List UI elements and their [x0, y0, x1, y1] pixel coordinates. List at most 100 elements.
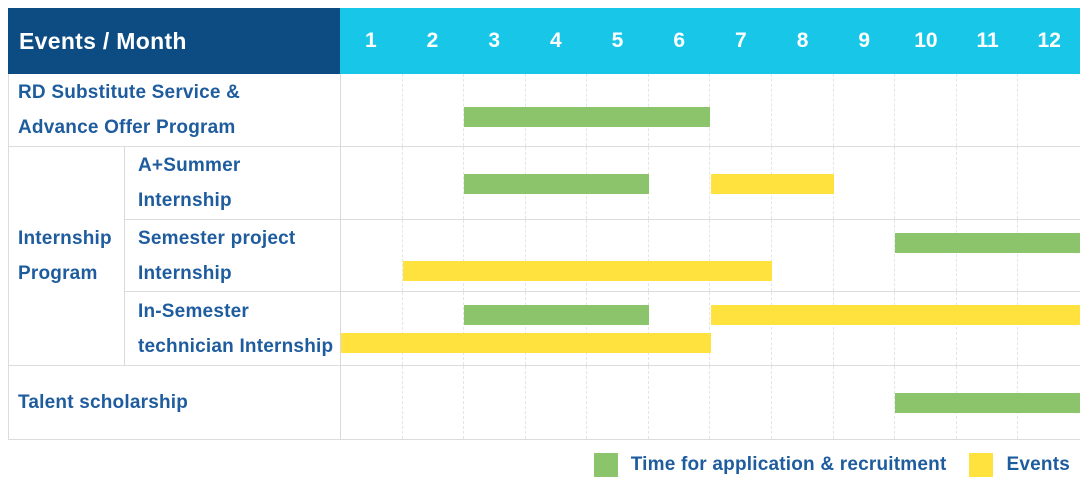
month-gridline [341, 74, 403, 146]
month-header: 1 2 3 4 5 6 7 8 9 10 11 12 [340, 8, 1080, 74]
events-month-header-cell: Events / Month [8, 8, 340, 74]
month-gridline [649, 292, 711, 365]
legend-item-recruitment: Time for application & recruitment [593, 453, 947, 477]
month-label: 5 [611, 29, 624, 52]
row-label-semester-project-internship: Semester project Internship [125, 220, 340, 292]
month-gridline [403, 366, 465, 439]
month-label: 7 [735, 29, 747, 52]
month-gridline [834, 292, 896, 365]
table-row-a-summer-internship: A+Summer Internship [125, 147, 1080, 220]
month-gridline [526, 292, 588, 365]
row-label-line: In-Semester [138, 300, 249, 322]
month-gridline [464, 366, 526, 439]
month-gridline [895, 74, 957, 146]
table-row-semester-project-internship: Semester project Internship [125, 219, 1080, 293]
green-square-icon [593, 453, 618, 477]
month-gridline [341, 292, 403, 365]
month-gridline [711, 219, 773, 292]
month-gridline [957, 74, 1019, 146]
month-label: 10 [914, 29, 938, 52]
month-gridline [895, 219, 957, 292]
month-gridline [403, 219, 465, 292]
group-subrows: A+Summer Internship Semester project Int… [125, 147, 1080, 365]
month-gridline [834, 74, 896, 146]
row-label-in-semester-technician-internship: In-Semester technician Internship [125, 292, 340, 365]
row-label-line: Advance Offer Program [18, 117, 236, 138]
month-label: 4 [550, 29, 562, 52]
month-gridline [649, 147, 711, 219]
month-gridline [587, 366, 649, 439]
event-bar [341, 333, 711, 354]
row-label-line: Talent scholarship [18, 392, 189, 413]
month-gridline [1018, 74, 1080, 146]
event-bar [710, 305, 1080, 326]
table-title: Events / Month [19, 27, 187, 54]
legend-label-recruitment: Time for application & recruitment [630, 454, 947, 475]
row-label-line: Internship [138, 189, 232, 211]
month-gridline [834, 147, 896, 219]
timeline-cell-in-semester-technician-internship [340, 292, 1080, 365]
month-label: 1 [364, 29, 377, 52]
month-gridline [772, 292, 834, 365]
month-label: 2 [426, 29, 439, 52]
month-gridline [403, 74, 465, 146]
month-gridline [649, 366, 711, 439]
group-label-line: Internship [18, 228, 112, 249]
month-gridline [834, 366, 896, 439]
legend-label-events: Events [1006, 454, 1070, 475]
row-label-a-summer-internship: A+Summer Internship [125, 147, 340, 219]
month-gridline [341, 147, 403, 219]
month-label: 8 [796, 29, 809, 52]
month-label: 3 [488, 29, 501, 52]
month-gridline [834, 219, 896, 292]
month-gridline [895, 147, 957, 219]
month-gridline [772, 74, 834, 146]
month-gridline [526, 219, 588, 292]
timeline-cell-rd-substitute [340, 74, 1080, 146]
month-gridline [403, 147, 465, 219]
month-gridline [1018, 292, 1080, 365]
group-label-line: Program [18, 263, 98, 284]
group-label-internship-program: Internship Program [9, 147, 125, 365]
event-bar [710, 174, 834, 194]
month-gridline [957, 147, 1019, 219]
timeline-cell-talent-scholarship [340, 366, 1080, 439]
timeline-cell-semester-project-internship [340, 219, 1080, 292]
table-header-row: Events / Month 1 2 3 4 5 6 7 8 9 10 11 12 [8, 8, 1080, 74]
table-row-in-semester-technician-internship: In-Semester technician Internship [125, 292, 1080, 365]
table-body: RD Substitute Service & Advance Offer Pr… [8, 74, 1080, 440]
recruitment-bar [464, 305, 649, 326]
month-label: 9 [858, 29, 871, 52]
month-gridline [1018, 147, 1080, 219]
month-gridline [957, 292, 1019, 365]
row-label-line: RD Substitute Service & [18, 82, 241, 103]
row-label-line: technician Internship [138, 335, 334, 357]
month-gridline [957, 219, 1019, 292]
month-gridline [1018, 220, 1080, 292]
month-gridline [341, 366, 403, 439]
table-row-talent-scholarship: Talent scholarship [9, 366, 1080, 439]
month-gridline [711, 292, 773, 365]
month-gridline [711, 366, 773, 439]
legend-item-events: Events [969, 453, 1070, 477]
month-gridline [403, 292, 465, 365]
month-gridline [711, 74, 773, 146]
event-bar [402, 260, 773, 281]
recruitment-bar [464, 174, 649, 194]
recruitment-bar [464, 107, 711, 127]
row-label-talent-scholarship: Talent scholarship [9, 366, 340, 439]
row-label-line: Internship [138, 262, 232, 284]
timeline-cell-a-summer-internship [340, 147, 1080, 219]
recruitment-bar [895, 393, 1080, 413]
month-gridline [587, 292, 649, 365]
month-gridline [772, 219, 834, 292]
recruitment-bar [895, 232, 1080, 253]
month-gridline [587, 219, 649, 292]
month-gridline [649, 219, 711, 292]
table-group-internship-program: Internship Program A+Summer Internship S… [9, 147, 1080, 366]
yellow-square-icon [969, 453, 994, 477]
row-label-line: Semester project [138, 227, 296, 249]
month-gridline [526, 366, 588, 439]
month-gridline [464, 292, 526, 365]
